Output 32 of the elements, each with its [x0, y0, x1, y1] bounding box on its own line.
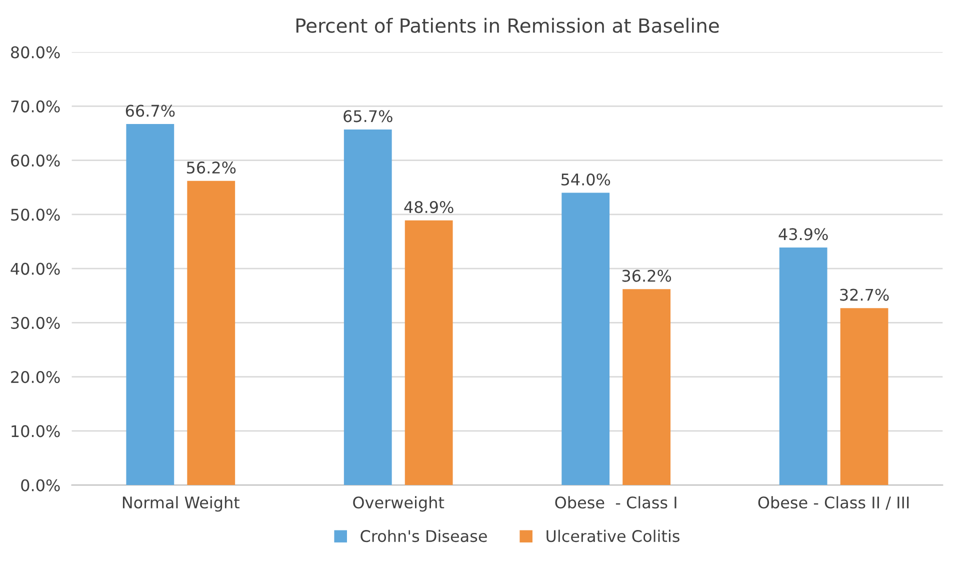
bar: [126, 124, 174, 486]
bar: [187, 180, 236, 486]
legend-label: Crohn's Disease: [360, 530, 487, 542]
x-tick-label: Overweight: [353, 496, 444, 512]
y-tick-label: 40.0%: [10, 262, 60, 275]
chart-title: Percent of Patients in Remission at Baseline: [296, 18, 719, 33]
y-tick-label: 60.0%: [11, 154, 60, 167]
bar: [840, 308, 888, 486]
data-label: 48.9%: [404, 201, 454, 214]
data-label: 66.7%: [126, 104, 175, 117]
x-tick-label: Normal Weight: [122, 496, 240, 512]
bar: [562, 192, 610, 486]
bar: [404, 220, 453, 486]
data-label: 56.2%: [186, 162, 236, 174]
data-label: 32.7%: [840, 288, 889, 301]
x-tick-label: Obese - Class II / III: [758, 496, 909, 510]
y-tick-label: 10.0%: [12, 425, 60, 438]
bar: [622, 289, 670, 486]
y-tick-label: 30.0%: [11, 316, 60, 329]
data-label: 65.7%: [344, 110, 392, 122]
data-label: 54.0%: [561, 173, 610, 186]
y-tick-label: 20.0%: [11, 371, 60, 384]
bar: [344, 129, 392, 486]
x-tick-label: Obese - Class I: [555, 496, 676, 509]
legend-label: Ulcerative Colitis: [546, 530, 680, 542]
y-tick-label: 0.0%: [21, 479, 60, 492]
y-tick-label: 50.0%: [11, 208, 60, 221]
y-tick-label: 70.0%: [11, 100, 60, 112]
data-label: 43.9%: [778, 228, 828, 240]
bar: [779, 247, 828, 486]
y-tick-label: 80.0%: [11, 46, 60, 58]
data-label: 36.2%: [622, 270, 672, 282]
